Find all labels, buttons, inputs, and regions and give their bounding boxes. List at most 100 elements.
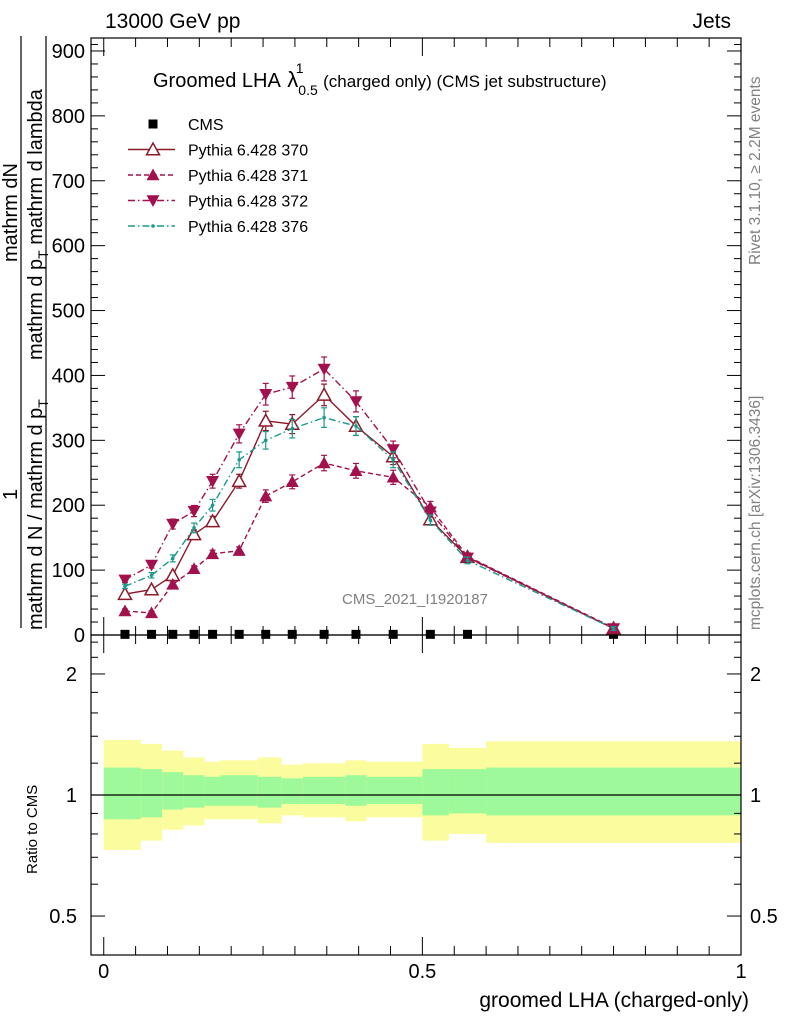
rivet-label: Rivet 3.1.10, ≥ 2.2M events [747, 76, 764, 265]
y-tick-label: 400 [52, 365, 85, 387]
data-point [285, 475, 299, 488]
data-point [257, 412, 274, 427]
data-point [349, 396, 363, 408]
data-point [425, 629, 435, 639]
data-point [322, 415, 326, 420]
ratio-band-inner [422, 769, 449, 816]
ratio-panel: 0 0.5 1 0.5 0.5 1 1 2 2 [49, 634, 778, 983]
ratio-band-inner [345, 775, 367, 806]
data-point [316, 386, 332, 401]
data-point [117, 586, 133, 601]
data-point [149, 573, 154, 578]
data-point [145, 559, 159, 572]
x-axis-label: groomed LHA (charged-only) [479, 989, 749, 1012]
data-point [259, 489, 273, 502]
data-point [290, 426, 295, 431]
ratio-tick-label: 2 [66, 664, 77, 686]
data-point [192, 526, 196, 530]
y-tick-label: 500 [52, 301, 85, 323]
data-point [349, 464, 363, 477]
legend: CMS Pythia 6.428 370 Pythia 6.428 371 Pythi… [128, 117, 308, 236]
data-point [259, 389, 273, 401]
ratio-band-inner [183, 775, 205, 808]
legend-marker [146, 168, 160, 181]
ratio-band-inner [448, 769, 487, 814]
ratio-tick-label: 2 [750, 664, 761, 686]
data-point [317, 456, 331, 469]
data-point [189, 629, 199, 639]
series-line [124, 368, 614, 630]
data-point [145, 606, 159, 619]
data-point [231, 473, 247, 488]
legend-label: Pythia 6.428 371 [188, 168, 308, 185]
data-point [187, 505, 201, 518]
x-tick-label: 0.5 [408, 961, 436, 983]
ratio-band-inner [162, 772, 184, 810]
data-point [168, 629, 178, 639]
legend-label: CMS [188, 117, 224, 134]
data-point [206, 476, 220, 488]
ratio-band-inner [220, 775, 258, 806]
data-point [204, 513, 221, 528]
ratio-band-inner [302, 776, 346, 804]
data-point [391, 457, 395, 462]
data-point [237, 457, 241, 462]
legend-marker [151, 224, 155, 228]
y-tick-label: 300 [52, 430, 85, 452]
data-point [234, 629, 244, 639]
data-point [166, 577, 180, 590]
y-tick-label: 100 [52, 560, 85, 582]
chart-title: Groomed LHA λ0.51 (charged only) (CMS je… [153, 56, 607, 98]
y-label-numerator: mathrm dN [0, 163, 22, 262]
data-point [143, 581, 160, 596]
y-tick-label: 800 [52, 106, 85, 128]
x-tick-label: 0 [98, 961, 109, 983]
data-point [386, 470, 400, 483]
y-label-prefix: 1 [0, 489, 22, 500]
y-label-denominator: mathrm d N / mathrm d pT [25, 399, 51, 630]
data-point [261, 629, 271, 639]
ratio-tick-label: 1 [66, 785, 77, 807]
ratio-band-inner [257, 776, 282, 808]
data-point [147, 629, 157, 639]
mcplots-label: mcplots.cern.ch [arXiv:1306.3436] [747, 396, 764, 630]
data-point [462, 629, 472, 639]
data-point [351, 629, 361, 639]
ratio-tick-label: 0.5 [49, 906, 77, 928]
ratio-band-inner [281, 778, 303, 804]
data-point [388, 629, 398, 639]
ratio-tick-label: 0.5 [750, 906, 778, 928]
ratio-tick-label: 1 [750, 785, 761, 807]
ratio-band-inner [204, 776, 221, 806]
data-point [263, 438, 268, 443]
data-point [285, 381, 299, 394]
header-left: 13000 GeV pp [105, 10, 240, 33]
legend-label: Pythia 6.428 376 [188, 219, 308, 236]
y-axis-label: mathrm d N / mathrm d pT 1 mathrm dN mat… [0, 36, 51, 630]
data-point [118, 604, 132, 617]
analysis-label: CMS_2021_I1920187 [342, 591, 488, 608]
data-point [354, 424, 358, 428]
ratio-band-inner [486, 767, 741, 816]
legend-marker [148, 119, 158, 129]
ratio-band-inner [103, 767, 141, 820]
ratio-y-axis-label: Ratio to CMS [24, 785, 41, 874]
header-right: Jets [692, 10, 731, 33]
data-point [287, 629, 297, 639]
legend-marker [146, 195, 160, 207]
y-tick-label: 700 [52, 171, 85, 193]
data-point [317, 363, 331, 376]
ratio-band-inner [140, 769, 163, 818]
y-tick-label: 0 [74, 625, 85, 647]
ratio-band-inner [366, 776, 423, 804]
y-label-numerator-denom: mathrm d pT mathrm d lambda [25, 88, 51, 360]
data-point [208, 629, 218, 639]
y-tick-label: 200 [52, 495, 85, 517]
y-tick-label: 900 [52, 41, 85, 63]
data-point [386, 444, 400, 456]
data-point [170, 556, 175, 561]
data-point [423, 506, 437, 519]
data-point [123, 584, 127, 589]
data-point [118, 574, 132, 587]
